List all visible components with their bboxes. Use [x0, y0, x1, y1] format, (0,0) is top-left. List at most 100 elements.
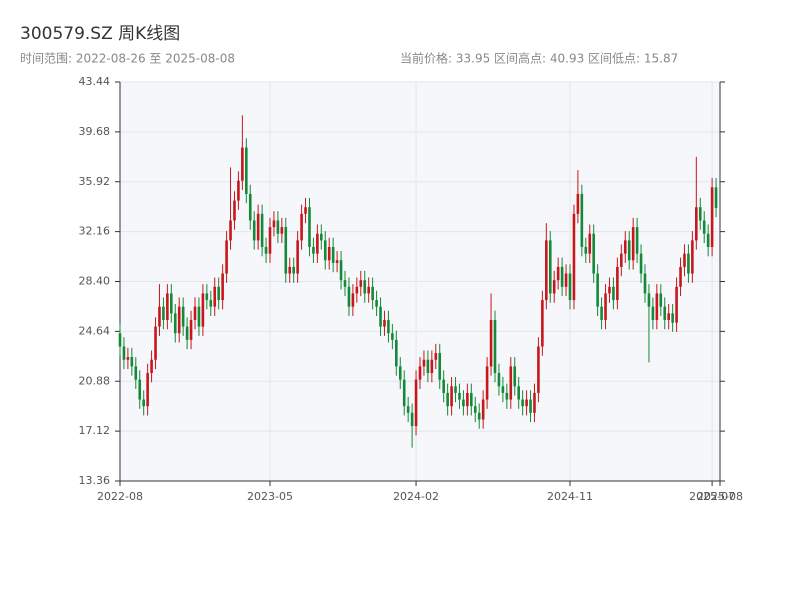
candle-body — [268, 227, 272, 254]
candle-body — [643, 273, 647, 294]
candle-body — [596, 273, 599, 307]
candle-body — [375, 300, 378, 307]
candle-body — [635, 227, 639, 254]
candle-body — [327, 247, 331, 261]
candle-body — [458, 392, 461, 400]
candle-body — [233, 200, 236, 221]
candle-body — [162, 306, 165, 320]
candle-body — [351, 293, 355, 307]
candle-body — [501, 386, 505, 393]
annotation: 区间低点: 15.87 — [588, 52, 678, 66]
candle-body — [687, 253, 690, 274]
candle-body — [698, 207, 702, 221]
candle-body — [185, 326, 189, 340]
candle-body — [446, 392, 449, 407]
candle-body — [217, 286, 220, 301]
candle-body — [442, 379, 445, 393]
candle-body — [209, 300, 213, 307]
candle-body — [631, 227, 635, 261]
y-tick-label: 28.40 — [79, 275, 111, 288]
candle-body — [272, 220, 276, 228]
candle-body — [402, 379, 406, 407]
candle-body — [600, 306, 603, 320]
x-tick-label: 2022-08 — [97, 490, 143, 503]
candle-body — [529, 399, 532, 413]
candle-body — [320, 233, 323, 241]
candle-body — [418, 366, 422, 380]
candle-body — [347, 286, 351, 307]
candle-body — [181, 306, 185, 327]
candle-body — [706, 233, 710, 248]
candle-body — [339, 260, 343, 281]
candle-body — [395, 339, 398, 367]
candle-body — [525, 399, 528, 407]
candle-body — [623, 240, 627, 254]
candle-body — [683, 253, 686, 267]
candle-body — [166, 293, 169, 320]
candle-body — [513, 366, 517, 387]
candle-body — [659, 293, 663, 307]
candle-body — [493, 319, 497, 374]
candle-body — [671, 313, 674, 323]
candle-body — [134, 366, 138, 380]
candle-body — [552, 280, 556, 294]
candle-body — [509, 366, 513, 400]
subtitle: 时间范围: 2022-08-26 至 2025-08-08 — [20, 52, 235, 66]
candle-body — [592, 233, 595, 274]
candle-body — [122, 346, 126, 360]
candle-body — [710, 187, 714, 248]
candle-body — [300, 213, 303, 241]
candle-body — [213, 286, 217, 307]
candle-body — [189, 319, 193, 340]
candle-body — [620, 253, 623, 267]
candle-body — [481, 399, 485, 420]
annotation: 当前价格: 33.95 — [400, 51, 490, 66]
candle-body — [608, 286, 611, 294]
candle-body — [193, 306, 197, 320]
candle-body — [304, 207, 307, 214]
candle-body — [667, 313, 670, 320]
candle-body — [580, 193, 584, 248]
candle-body — [280, 227, 284, 234]
candle-body — [675, 286, 678, 323]
candle-body — [276, 220, 280, 234]
candle-body — [379, 306, 382, 327]
candle-body — [237, 180, 240, 201]
candle-body — [260, 213, 264, 248]
candle-body — [560, 266, 564, 287]
candle-body — [545, 240, 548, 301]
x-tick-label: 2025-08 — [697, 490, 743, 503]
candle-body — [489, 319, 493, 367]
candle-body — [138, 379, 142, 400]
candle-body — [241, 147, 244, 181]
candle-body — [470, 392, 473, 407]
candle-body — [466, 392, 469, 407]
candle-body — [359, 280, 363, 287]
candle-body — [398, 366, 402, 380]
candle-body — [655, 293, 659, 320]
candle-body — [454, 386, 457, 393]
candle-body — [576, 193, 580, 214]
x-tick-label: 2024-02 — [393, 490, 439, 503]
candle-body — [537, 346, 540, 393]
candle-body — [205, 293, 209, 301]
candle-body — [288, 266, 292, 274]
candle-body — [430, 359, 434, 374]
y-tick-label: 39.68 — [79, 125, 111, 138]
candle-body — [158, 306, 161, 327]
candle-body — [177, 306, 181, 334]
candle-body — [612, 286, 615, 301]
candle-body — [331, 247, 335, 263]
candle-body — [695, 207, 698, 241]
candle-body — [477, 412, 481, 420]
candle-body — [264, 247, 268, 254]
candle-body — [505, 392, 509, 400]
candle-body — [245, 147, 248, 194]
candle-body — [391, 333, 394, 340]
candle-body — [702, 220, 706, 234]
candle-body — [316, 233, 319, 254]
candle-body — [308, 207, 311, 248]
candle-body — [616, 266, 619, 301]
